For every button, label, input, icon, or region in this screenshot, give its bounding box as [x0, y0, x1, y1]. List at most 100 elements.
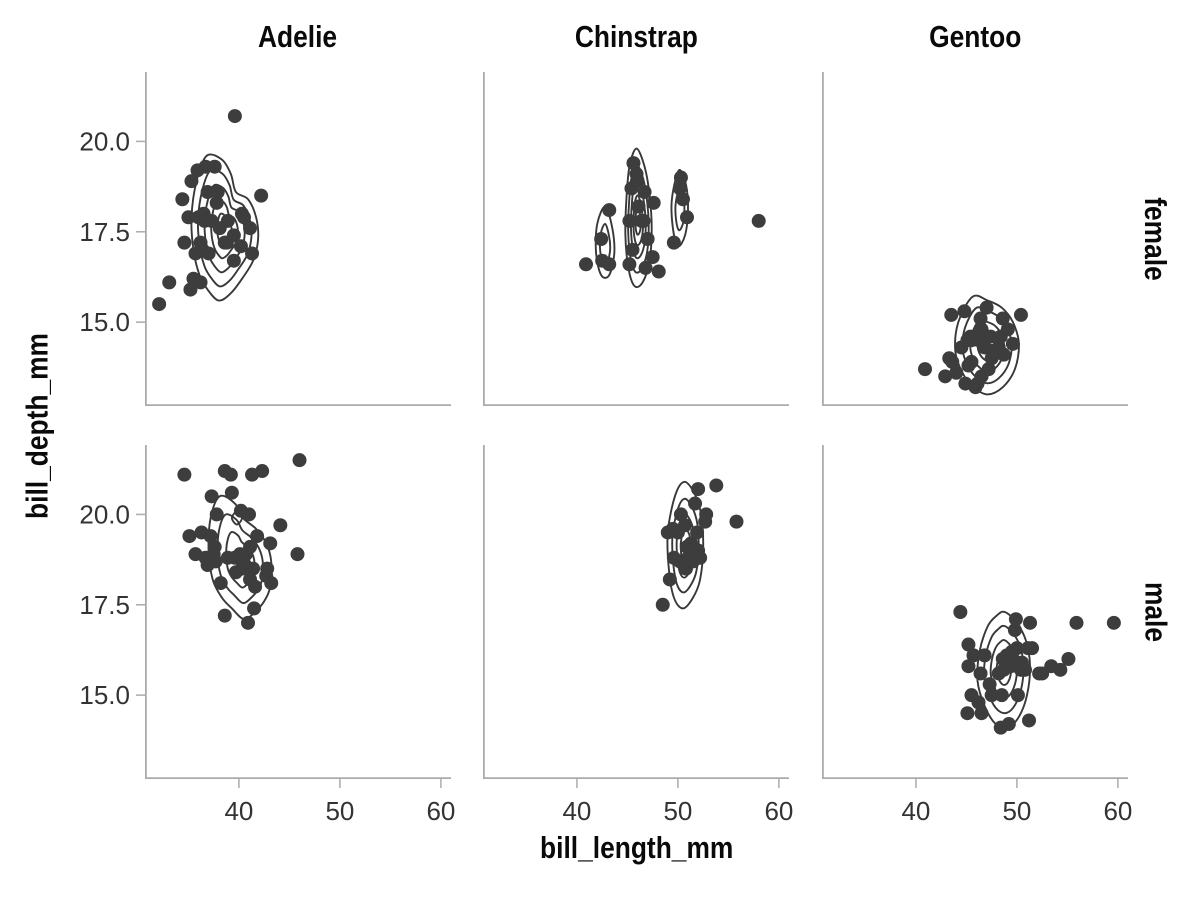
panel-gentoo-female: [821, 72, 1128, 407]
data-point: [1061, 651, 1076, 666]
data-point: [981, 362, 996, 377]
data-point: [646, 195, 661, 210]
data-point: [699, 507, 714, 522]
strip-title-adelie-label: Adelie: [258, 19, 338, 54]
data-point: [250, 529, 265, 544]
data-point: [973, 311, 988, 326]
data-point: [217, 608, 232, 623]
data-point: [1106, 615, 1121, 630]
data-point: [630, 174, 645, 189]
data-point: [690, 525, 705, 540]
data-point: [246, 561, 261, 576]
data-point: [622, 213, 637, 228]
data-point: [193, 275, 208, 290]
data-point: [666, 235, 681, 250]
data-point: [204, 489, 219, 504]
data-point: [264, 576, 279, 591]
data-point: [645, 250, 660, 265]
data-point: [1022, 713, 1037, 728]
data-point: [964, 354, 979, 369]
data-point: [207, 159, 222, 174]
data-point: [945, 354, 960, 369]
data-point: [200, 185, 215, 200]
data-point: [209, 507, 224, 522]
y-axis-title: bill_depth_mm: [14, 72, 60, 779]
data-point: [177, 467, 192, 482]
data-point: [974, 706, 989, 721]
data-point: [1025, 641, 1040, 656]
data-point: [751, 213, 766, 228]
strip-title-gentoo: Gentoo: [822, 16, 1128, 58]
data-point: [971, 695, 986, 710]
data-point: [162, 275, 177, 290]
data-point: [953, 605, 968, 619]
data-point: [979, 300, 994, 315]
data-point: [255, 464, 270, 479]
y-tick-label: 20.0: [79, 499, 130, 529]
data-point: [973, 666, 988, 681]
data-point: [977, 648, 992, 663]
data-point: [655, 597, 670, 612]
y-axis-title-label: bill_depth_mm: [19, 332, 55, 519]
data-point: [182, 529, 197, 544]
data-point: [290, 547, 305, 562]
data-point: [640, 232, 655, 246]
x-tick-label: 60: [764, 796, 793, 826]
x-tick-label: 60: [1103, 796, 1132, 826]
data-point: [213, 576, 228, 591]
data-point: [680, 210, 694, 225]
data-point: [949, 365, 964, 380]
x-axis-title-label: bill_length_mm: [539, 830, 734, 865]
x-tick-label: 40: [224, 796, 253, 826]
data-point: [203, 529, 218, 544]
data-point: [220, 213, 235, 228]
x-tick-label: 40: [562, 796, 591, 826]
data-point: [637, 185, 652, 200]
x-tick-label: 50: [325, 796, 354, 826]
data-point: [1008, 612, 1023, 627]
row-strip-male-label: male: [1138, 581, 1174, 643]
panel-chinstrap-female: [482, 72, 789, 407]
density-contour: [627, 163, 650, 274]
row-strip-male: male: [1132, 445, 1178, 779]
data-point: [625, 242, 640, 257]
panel-adelie-male: 20.0 17.5 15.0 40 50 60: [79, 445, 455, 826]
data-point: [223, 467, 238, 482]
data-point: [1010, 688, 1025, 703]
density-contour: [954, 294, 1020, 396]
density-contour: [594, 205, 616, 279]
data-point: [210, 185, 225, 200]
data-point: [201, 246, 216, 261]
data-point: [248, 579, 263, 594]
data-point: [236, 210, 251, 225]
data-point: [224, 485, 239, 500]
strip-title-chinstrap-label: Chinstrap: [574, 19, 698, 54]
x-tick-label: 50: [1002, 796, 1031, 826]
data-point: [245, 246, 260, 261]
panel-gentoo-male: 40 50 60: [821, 445, 1132, 826]
data-point: [673, 170, 688, 185]
data-point: [729, 514, 744, 529]
data-point: [177, 235, 192, 250]
y-tick-label: 20.0: [79, 126, 130, 156]
data-point: [227, 109, 242, 124]
data-point: [263, 536, 278, 551]
x-tick-label: 40: [901, 796, 930, 826]
y-tick-label: 15.0: [79, 680, 130, 710]
data-point: [183, 282, 198, 297]
data-point: [273, 518, 288, 533]
data-point: [944, 307, 959, 322]
data-point: [1005, 336, 1020, 351]
density-contour: [210, 198, 239, 260]
data-point: [957, 304, 972, 319]
data-point: [1007, 623, 1022, 638]
data-point: [982, 677, 997, 692]
data-point: [996, 347, 1011, 362]
data-point: [602, 257, 617, 272]
data-point: [984, 688, 999, 703]
data-point: [631, 199, 646, 214]
data-point: [209, 195, 224, 210]
strip-title-chinstrap: Chinstrap: [483, 16, 789, 58]
data-point: [691, 482, 706, 497]
